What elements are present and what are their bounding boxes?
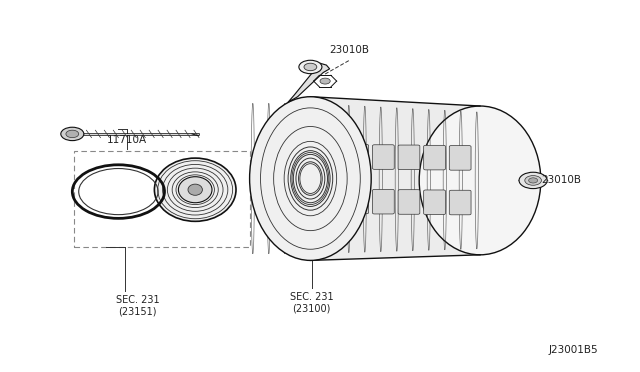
FancyBboxPatch shape xyxy=(398,145,420,170)
Text: SEC. 231
(23151): SEC. 231 (23151) xyxy=(116,295,159,317)
FancyBboxPatch shape xyxy=(270,189,292,213)
FancyBboxPatch shape xyxy=(372,145,394,169)
Text: 23010B: 23010B xyxy=(329,45,369,55)
FancyBboxPatch shape xyxy=(398,190,420,214)
Circle shape xyxy=(525,176,541,185)
Text: 11710A: 11710A xyxy=(107,135,147,144)
Circle shape xyxy=(304,63,317,71)
Ellipse shape xyxy=(188,184,202,195)
FancyBboxPatch shape xyxy=(424,145,445,170)
Polygon shape xyxy=(310,97,480,260)
FancyBboxPatch shape xyxy=(296,189,317,213)
Circle shape xyxy=(299,60,322,74)
Circle shape xyxy=(529,178,538,183)
Text: J23001B5: J23001B5 xyxy=(548,345,598,355)
FancyBboxPatch shape xyxy=(296,144,317,169)
FancyBboxPatch shape xyxy=(424,190,445,215)
Polygon shape xyxy=(288,63,330,102)
Circle shape xyxy=(66,130,79,138)
FancyBboxPatch shape xyxy=(270,144,292,169)
FancyBboxPatch shape xyxy=(321,144,343,169)
Ellipse shape xyxy=(419,106,541,255)
Text: SEC. 231
(23100): SEC. 231 (23100) xyxy=(290,292,333,314)
FancyBboxPatch shape xyxy=(347,144,369,169)
Circle shape xyxy=(519,172,547,189)
FancyBboxPatch shape xyxy=(449,145,471,170)
FancyBboxPatch shape xyxy=(372,189,394,214)
Bar xyxy=(74,151,250,247)
FancyBboxPatch shape xyxy=(449,190,471,215)
FancyBboxPatch shape xyxy=(321,189,343,214)
Text: 23010B: 23010B xyxy=(541,176,581,185)
Ellipse shape xyxy=(179,177,212,203)
Ellipse shape xyxy=(250,97,371,260)
Ellipse shape xyxy=(154,158,236,221)
Circle shape xyxy=(61,127,84,141)
Circle shape xyxy=(320,78,330,84)
FancyBboxPatch shape xyxy=(347,189,369,214)
